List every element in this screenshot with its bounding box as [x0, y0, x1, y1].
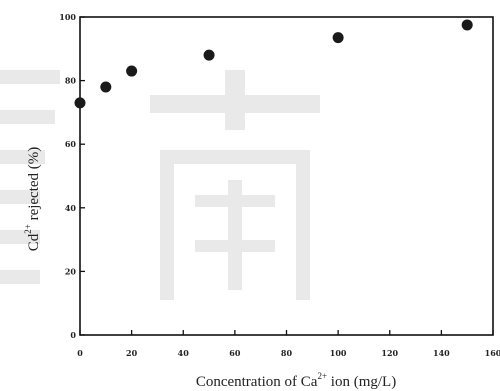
plot-frame [79, 16, 494, 336]
plot-border [79, 16, 494, 336]
y-axis-title: Cd2+ rejected (%) [23, 147, 42, 252]
y-axis-title-prefix: Cd [26, 233, 42, 251]
x-axis-ticks: 0 20 40 60 80 100 120 140 160 [77, 330, 500, 358]
x-axis-title-superscript: 2+ [317, 371, 327, 381]
data-point [100, 81, 112, 93]
x-axis-title-suffix: ion (mg/L) [327, 374, 396, 390]
data-point [461, 19, 473, 31]
y-tick-label: 60 [65, 139, 77, 149]
x-tick-label: 140 [433, 348, 450, 358]
data-point [203, 49, 215, 61]
y-tick-label: 100 [59, 12, 76, 22]
x-axis-title: Concentration of Ca2+ ion (mg/L) [196, 371, 396, 390]
x-tick-label: 100 [330, 348, 347, 358]
y-tick-label: 0 [70, 330, 76, 340]
x-tick-label: 80 [281, 348, 293, 358]
y-axis-title-suffix: rejected (%) [26, 147, 42, 224]
y-axis-ticks: 0 20 40 60 80 100 [59, 12, 85, 340]
data-point [332, 32, 344, 44]
y-axis-title-superscript: 2+ [23, 224, 33, 234]
data-point [74, 97, 86, 109]
x-axis-title-prefix: Concentration of Ca [196, 374, 318, 390]
x-tick-label: 40 [178, 348, 190, 358]
x-tick-label: 120 [381, 348, 398, 358]
y-tick-label: 40 [65, 203, 77, 213]
data-point [126, 65, 138, 77]
data-points [74, 19, 473, 109]
x-tick-label: 60 [229, 348, 241, 358]
y-tick-label: 20 [65, 266, 77, 276]
x-tick-label: 160 [485, 348, 500, 358]
y-tick-label: 80 [65, 76, 77, 86]
x-tick-label: 20 [126, 348, 138, 358]
x-tick-label: 0 [77, 348, 83, 358]
